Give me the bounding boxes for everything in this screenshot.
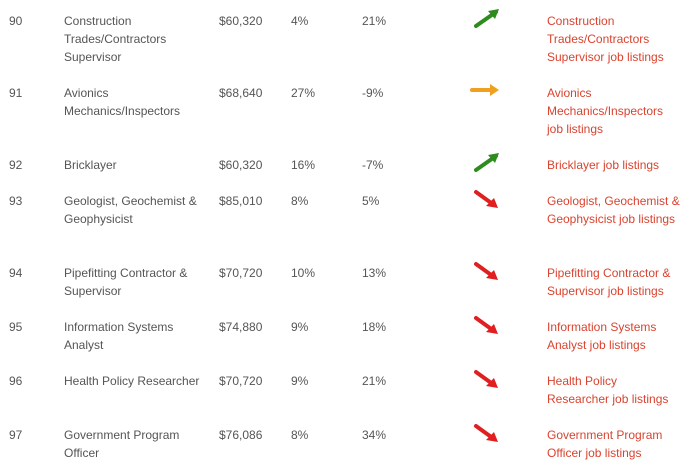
growth-cell: 8%	[291, 194, 309, 208]
rank-cell: 93	[9, 194, 23, 208]
job-listings-link[interactable]: Construction Trades/Contractors Supervis…	[547, 14, 664, 64]
growth-cell: 8%	[291, 428, 309, 442]
change-cell: 13%	[362, 266, 387, 280]
job-title-cell: Government Program Officer	[64, 428, 180, 460]
growth-cell: 9%	[291, 320, 309, 334]
salary-cell: $74,880	[219, 320, 263, 334]
change-cell: 21%	[362, 14, 387, 28]
change-cell: 34%	[362, 428, 387, 442]
arrow-down-right-icon	[470, 366, 504, 388]
arrow-up-right-icon	[470, 6, 504, 28]
change-cell: -9%	[362, 86, 384, 100]
arrow-down-right-icon	[470, 420, 504, 442]
change-cell: 21%	[362, 374, 387, 388]
rank-cell: 97	[9, 428, 23, 442]
change-cell: 18%	[362, 320, 387, 334]
growth-cell: 27%	[291, 86, 316, 100]
job-listings-link[interactable]: Geologist, Geochemist & Geophysicist job…	[547, 194, 680, 226]
arrow-up-right-icon	[470, 150, 504, 172]
growth-cell: 16%	[291, 158, 316, 172]
job-listings-link[interactable]: Government Program Officer job listings	[547, 428, 663, 460]
rank-cell: 95	[9, 320, 23, 334]
salary-cell: $60,320	[219, 158, 263, 172]
growth-cell: 4%	[291, 14, 309, 28]
salary-cell: $85,010	[219, 194, 263, 208]
salary-cell: $70,720	[219, 266, 263, 280]
job-title-cell: Bricklayer	[64, 158, 117, 172]
job-listings-link[interactable]: Pipefitting Contractor & Supervisor job …	[547, 266, 671, 298]
rank-cell: 90	[9, 14, 23, 28]
change-cell: -7%	[362, 158, 384, 172]
change-cell: 5%	[362, 194, 380, 208]
rank-cell: 92	[9, 158, 23, 172]
salary-cell: $70,720	[219, 374, 263, 388]
growth-cell: 10%	[291, 266, 316, 280]
salary-cell: $76,086	[219, 428, 263, 442]
salary-cell: $60,320	[219, 14, 263, 28]
job-listings-link[interactable]: Information Systems Analyst job listings	[547, 320, 657, 352]
job-title-cell: Health Policy Researcher	[64, 374, 200, 388]
rank-cell: 96	[9, 374, 23, 388]
job-title-cell: Avionics Mechanics/Inspectors	[64, 86, 181, 118]
job-listings-link[interactable]: Bricklayer job listings	[547, 158, 660, 172]
job-title-cell: Information Systems Analyst	[64, 320, 174, 352]
job-listings-link[interactable]: Avionics Mechanics/Inspectors job listin…	[547, 86, 664, 136]
arrow-down-right-icon	[470, 258, 504, 280]
arrow-right-icon	[470, 78, 504, 100]
growth-cell: 9%	[291, 374, 309, 388]
salary-cell: $68,640	[219, 86, 263, 100]
job-title-cell: Construction Trades/Contractors Supervis…	[64, 14, 167, 64]
rank-cell: 94	[9, 266, 23, 280]
arrow-down-right-icon	[470, 312, 504, 334]
job-title-cell: Geologist, Geochemist & Geophysicist	[64, 194, 197, 226]
job-title-cell: Pipefitting Contractor & Supervisor	[64, 266, 188, 298]
rank-cell: 91	[9, 86, 23, 100]
arrow-down-right-icon	[470, 186, 504, 208]
job-listings-link[interactable]: Health Policy Researcher job listings	[547, 374, 669, 406]
